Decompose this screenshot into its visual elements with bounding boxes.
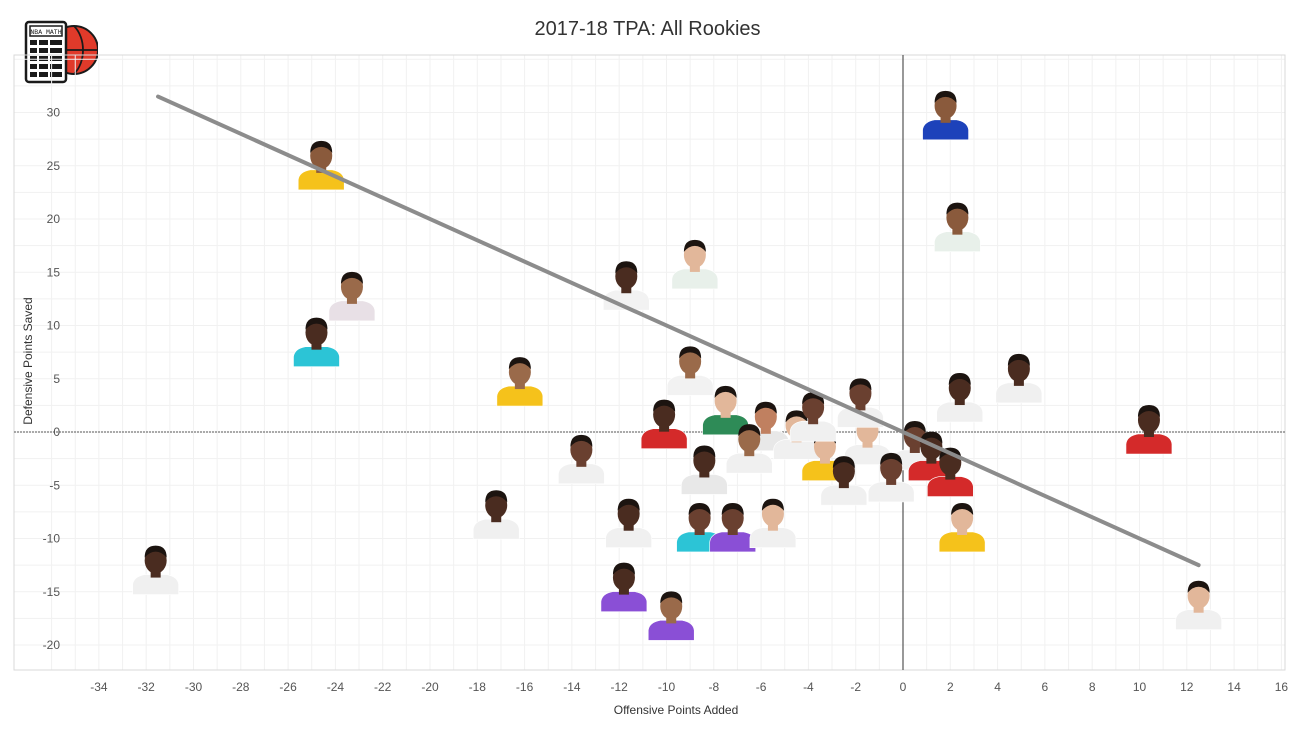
player-markers [132,90,1222,641]
x-tick-label: 8 [1089,680,1096,694]
trendline-layer [156,94,1201,568]
player-headshot-marker[interactable] [293,317,340,367]
player-headshot-marker[interactable] [600,562,648,612]
y-tick-label: -15 [43,585,61,599]
player-headshot-marker[interactable] [837,378,884,428]
player-headshot-marker[interactable] [936,373,984,423]
nba-math-logo: NBA MATH [24,20,98,84]
x-tick-label: -8 [708,680,719,694]
player-headshot-marker[interactable] [938,502,986,553]
x-tick-label: -14 [563,680,581,694]
player-headshot-marker[interactable] [496,357,544,407]
player-headshot-marker[interactable] [820,456,868,506]
grid-lines [14,55,1285,670]
player-headshot-marker[interactable] [867,452,915,503]
player-headshot-marker[interactable] [681,445,728,495]
y-tick-label: 0 [53,425,60,439]
player-headshot-marker[interactable] [132,545,179,595]
x-tick-label: 16 [1275,680,1289,694]
player-headshot-marker[interactable] [789,392,837,442]
player-headshot-marker[interactable] [922,90,969,141]
x-tick-label: -34 [90,680,108,694]
player-headshot-marker[interactable] [995,353,1043,404]
x-tick-label: 2 [947,680,954,694]
x-tick-label: -32 [138,680,156,694]
x-tick-label: -2 [850,680,861,694]
player-headshot-marker[interactable] [934,202,981,252]
x-tick-label: 6 [1042,680,1049,694]
x-tick-label: -6 [756,680,767,694]
x-tick-label: -18 [469,680,487,694]
player-headshot-marker[interactable] [640,399,688,449]
player-headshot-marker[interactable] [647,591,695,641]
x-tick-label: -4 [803,680,814,694]
x-tick-label: 12 [1180,680,1194,694]
y-tick-label: -5 [49,478,60,492]
x-axis-label: Offensive Points Added [614,703,739,717]
x-tick-label: -24 [327,680,345,694]
x-tick-label: -22 [374,680,392,694]
x-tick-label: -12 [611,680,629,694]
x-tick-label: -16 [516,680,534,694]
player-headshot-marker[interactable] [605,498,652,549]
y-tick-label: 15 [47,265,61,279]
x-tick-label: 0 [900,680,907,694]
x-tick-label: 4 [994,680,1001,694]
plot-frame [13,54,1286,671]
player-headshot-marker[interactable] [472,490,520,540]
player-headshot-marker[interactable] [702,385,749,436]
y-tick-label: 25 [47,159,61,173]
player-headshot-marker[interactable] [1125,405,1173,455]
y-tick-label: -10 [43,532,61,546]
y-axis-label: Defensive Points Saved [21,297,35,424]
tick-labels: -34 -32 -30 -28 -26 -24 -22 -20 -18 -16 -14 -12 -10-… [43,106,1289,695]
y-tick-label: 30 [47,106,61,120]
player-headshot-marker[interactable] [749,498,797,549]
x-tick-label: -26 [279,680,297,694]
player-headshot-marker[interactable] [328,271,376,322]
y-tick-label: 10 [47,319,61,333]
player-headshot-marker[interactable] [666,346,714,396]
chart-title: 2017-18 TPA: All Rookies [534,18,761,40]
axes [13,54,1286,671]
player-headshot-marker[interactable] [709,502,757,553]
x-tick-label: -10 [658,680,676,694]
player-headshot-marker[interactable] [1175,580,1222,631]
trendline [156,94,1201,568]
x-tick-label: 10 [1133,680,1147,694]
y-tick-label: 20 [47,212,61,226]
player-headshot-marker[interactable] [671,239,719,290]
player-headshot-marker[interactable] [725,424,773,474]
x-tick-label: -20 [421,680,439,694]
player-headshot-marker[interactable] [602,261,650,311]
logo-text: NBA MATH [30,29,61,36]
player-headshot-marker[interactable] [558,434,605,485]
x-tick-label: -28 [232,680,250,694]
y-tick-label: -20 [43,638,61,652]
y-tick-label: 5 [53,372,60,386]
x-tick-label: -30 [185,680,203,694]
x-tick-label: 14 [1227,680,1241,694]
